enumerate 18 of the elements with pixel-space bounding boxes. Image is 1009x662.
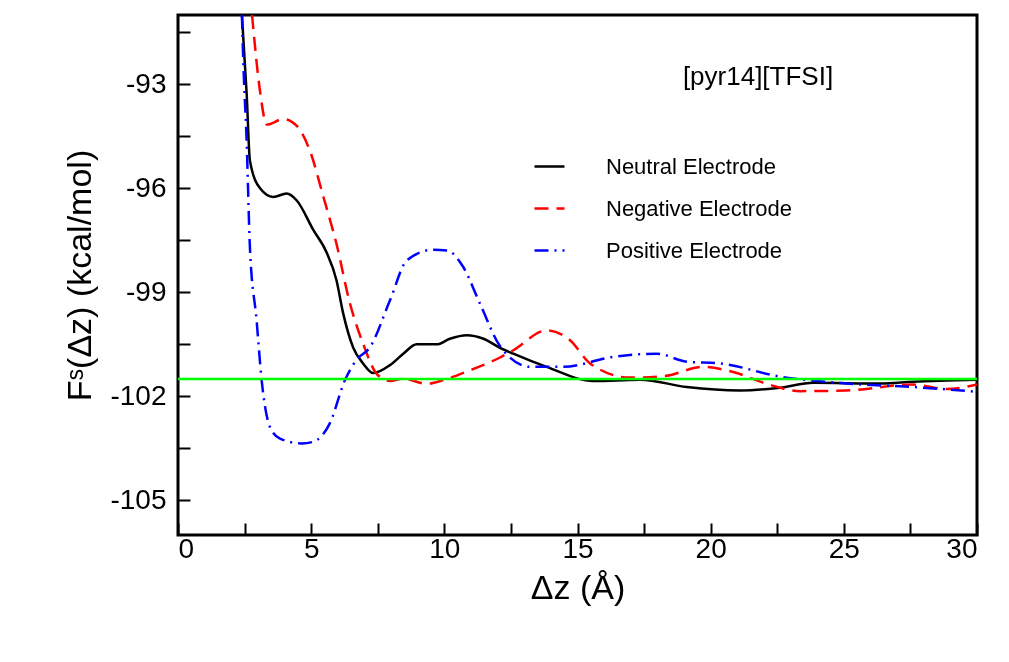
x-tick-label: 5 [303,532,320,564]
annotation: [pyr14][TFSI] [682,61,834,91]
x-axis-title: Δz (Å) [530,567,626,606]
y-tick-label: -102 [110,379,167,411]
y-axis-title: Fˢ(Δz) (kcal/mol) [60,149,99,402]
legend-label: Neutral Electrode [606,153,776,179]
x-tick-label: 0 [178,532,195,564]
y-tick-label: -105 [110,483,167,515]
x-tick-label: 25 [828,532,860,564]
legend-label: Positive Electrode [606,237,783,263]
legend-label: Negative Electrode [606,195,792,221]
y-tick-label: -99 [126,275,167,307]
x-tick-label: 15 [562,532,594,564]
x-tick-label: 20 [695,532,727,564]
x-tick-label: 30 [946,532,978,564]
y-tick-label: -96 [126,171,167,203]
x-tick-label: 10 [429,532,461,564]
y-tick-label: -93 [126,67,167,99]
